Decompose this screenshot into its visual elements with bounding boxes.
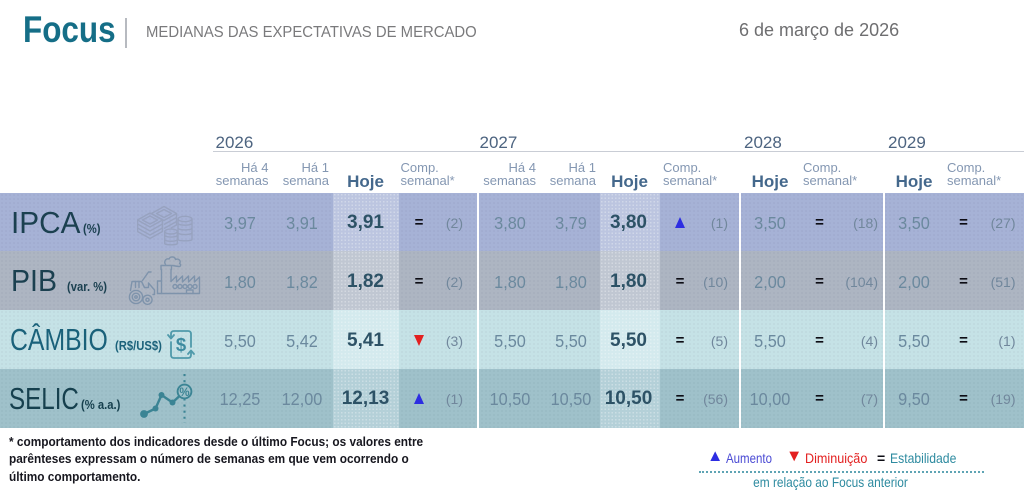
svg-text:$: $ <box>176 334 187 355</box>
svg-text:%: % <box>179 387 189 399</box>
